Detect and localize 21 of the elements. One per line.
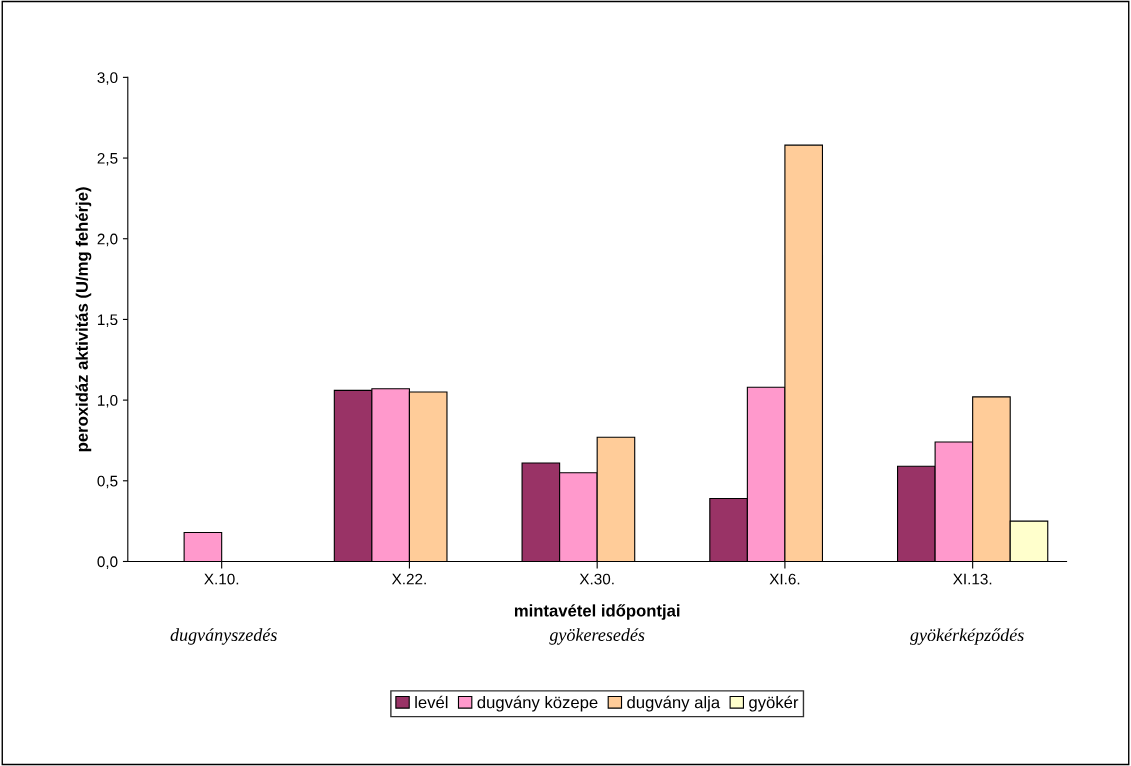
y-tick-label: 2,5 — [97, 152, 118, 166]
x-axis-title: mintavétel időpontjai — [514, 604, 680, 620]
text: dugványszedés — [170, 628, 277, 645]
x-tick-label: X.22. — [391, 573, 426, 585]
x-tick-label: X.30. — [579, 573, 614, 585]
text: gyökeresedés — [549, 628, 645, 645]
legend-label: dugvány alja — [627, 695, 721, 712]
legend-label: gyökér — [749, 695, 799, 712]
y-tick-label: 0,0 — [97, 556, 118, 569]
y-tick-label: 0,5 — [97, 475, 118, 489]
legend-label: levél — [415, 695, 448, 709]
y-axis-title: peroxidáz aktivitás (U/mg fehérje) — [75, 187, 92, 452]
x-tick-label: XI.6. — [769, 573, 800, 585]
y-tick-label: 1,0 — [98, 394, 118, 408]
x-tick-label: XI.13. — [953, 573, 992, 585]
y-tick-label: 3,0 — [97, 72, 118, 85]
y-tick-label: 1,5 — [98, 314, 118, 327]
legend-label: dugvány közepe — [477, 695, 598, 712]
y-tick-label: 2,0 — [97, 233, 118, 247]
x-tick-label: X.10. — [204, 573, 239, 585]
text: gyökérképződés — [909, 628, 1024, 645]
